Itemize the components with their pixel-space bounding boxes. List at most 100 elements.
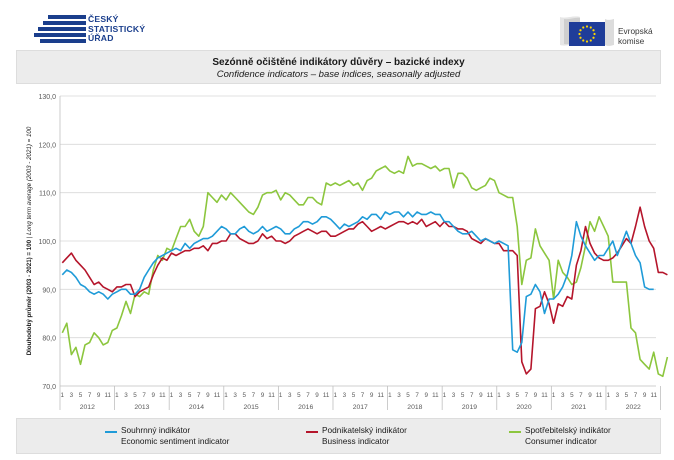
y-tick-label: 120,0 <box>38 142 56 149</box>
header: ČESKÝ STATISTICKÝ ÚŘAD Evropská komise <box>0 0 674 50</box>
x-month-tick-label: 11 <box>541 392 548 399</box>
x-month-tick-label: 3 <box>343 392 347 399</box>
legend-label-cci-en: Consumer indicator <box>525 435 597 446</box>
eu-star-icon <box>593 32 596 36</box>
x-month-tick-label: 3 <box>561 392 565 399</box>
x-month-tick-label: 7 <box>470 392 474 399</box>
chart-title: Sezónně očištěné indikátory důvěry – baz… <box>212 57 465 68</box>
x-month-tick-label: 9 <box>315 392 319 399</box>
eu-star-icon <box>579 29 582 32</box>
x-month-tick-label: 1 <box>115 392 119 399</box>
x-month-tick-label: 5 <box>243 392 247 399</box>
eu-star-icon <box>582 26 585 29</box>
x-month-tick-label: 7 <box>361 392 365 399</box>
y-tick-label: 130,0 <box>38 94 56 101</box>
y-axis-label: Dlouhodobý průměr (2003 - 2021) = 100 | … <box>26 126 33 355</box>
x-month-tick-label: 1 <box>333 392 337 399</box>
x-month-tick-label: 1 <box>61 392 65 399</box>
x-month-tick-label: 5 <box>297 392 301 399</box>
x-month-tick-label: 7 <box>252 392 256 399</box>
x-month-tick-label: 3 <box>179 392 183 399</box>
x-month-tick-label: 1 <box>224 392 228 399</box>
x-month-tick-label: 3 <box>233 392 237 399</box>
x-month-tick-label: 3 <box>506 392 510 399</box>
x-month-tick-label: 11 <box>432 392 439 399</box>
x-year-label: 2014 <box>189 404 204 411</box>
x-month-tick-label: 9 <box>152 392 156 399</box>
x-month-tick-label: 7 <box>634 392 638 399</box>
ec-logo: Evropská komise <box>558 13 668 47</box>
y-tick-label: 90,0 <box>42 287 56 294</box>
x-month-tick-label: 9 <box>261 392 265 399</box>
series-line-bci <box>61 206 668 375</box>
x-month-tick-label: 11 <box>104 392 111 399</box>
x-month-tick-label: 5 <box>570 392 574 399</box>
x-month-tick-label: 7 <box>415 392 419 399</box>
x-month-tick-label: 9 <box>370 392 374 399</box>
x-month-tick-label: 9 <box>534 392 538 399</box>
x-month-tick-label: 7 <box>142 392 146 399</box>
chart-title-box: Sezónně očištěné indikátory důvěry – baz… <box>16 50 661 84</box>
series-line-esi <box>61 211 654 354</box>
x-month-tick-label: 9 <box>97 392 101 399</box>
x-year-label: 2013 <box>134 404 149 411</box>
x-month-tick-label: 5 <box>133 392 137 399</box>
y-axis-label-en: Long term average (2003 - 2021) = 100 <box>26 126 33 235</box>
eu-star-icon <box>592 29 595 32</box>
x-year-label: 2016 <box>298 404 313 411</box>
x-month-tick-label: 7 <box>88 392 92 399</box>
y-tick-label: 110,0 <box>39 191 56 198</box>
x-month-tick-label: 5 <box>515 392 519 399</box>
y-axis-label-cz: Dlouhodobý průměr (2003 - 2021) = 100 <box>26 239 33 355</box>
legend-label-bci-cz: Podnikatelský indikátor <box>322 425 407 435</box>
y-tick-label: 70,0 <box>42 384 56 391</box>
x-month-tick-label: 11 <box>650 392 657 399</box>
legend-label-esi-en: Economic sentiment indicator <box>121 435 230 446</box>
x-month-tick-label: 7 <box>197 392 201 399</box>
x-month-tick-label: 5 <box>461 392 465 399</box>
x-month-tick-label: 5 <box>625 392 629 399</box>
x-month-tick-label: 5 <box>352 392 356 399</box>
chart-subtitle: Confidence indicators – base indices, se… <box>216 69 461 80</box>
x-month-tick-label: 11 <box>323 392 330 399</box>
ec-flag-icon <box>560 16 614 46</box>
chart-legend: Souhrnný indikátor Economic sentiment in… <box>16 418 661 454</box>
legend-label-cci-cz: Spotřebitelský indikátor <box>525 425 611 435</box>
x-month-tick-label: 3 <box>70 392 74 399</box>
y-axis-label-sep: | <box>26 235 33 240</box>
x-month-tick-label: 3 <box>616 392 620 399</box>
x-month-tick-label: 9 <box>643 392 647 399</box>
x-year-label: 2022 <box>626 404 641 411</box>
x-month-tick-label: 1 <box>606 392 610 399</box>
x-month-tick-label: 11 <box>268 392 275 399</box>
x-month-tick-label: 1 <box>497 392 501 399</box>
x-month-tick-label: 11 <box>487 392 494 399</box>
x-year-label: 2018 <box>407 404 422 411</box>
x-month-tick-label: 1 <box>279 392 283 399</box>
x-month-tick-label: 5 <box>188 392 192 399</box>
y-tick-label: 80,0 <box>42 336 56 343</box>
x-month-tick-label: 1 <box>443 392 447 399</box>
x-year-label: 2012 <box>80 404 95 411</box>
x-month-tick-label: 3 <box>452 392 456 399</box>
x-month-tick-label: 5 <box>79 392 83 399</box>
x-month-tick-label: 7 <box>525 392 529 399</box>
eu-star-icon <box>592 36 595 39</box>
x-year-label: 2020 <box>516 404 531 411</box>
ec-logo-text: Evropská komise <box>618 26 653 46</box>
x-year-label: 2021 <box>571 404 586 411</box>
x-month-tick-label: 7 <box>579 392 583 399</box>
eu-star-icon <box>585 25 589 28</box>
x-month-tick-label: 9 <box>588 392 592 399</box>
eu-star-icon <box>589 39 592 42</box>
eu-star-icon <box>589 26 592 29</box>
x-year-label: 2019 <box>462 404 477 411</box>
legend-label-esi-cz: Souhrnný indikátor <box>121 425 191 435</box>
legend-swatch-esi <box>105 431 117 433</box>
x-month-tick-label: 1 <box>552 392 556 399</box>
x-month-tick-label: 9 <box>479 392 483 399</box>
x-month-tick-label: 7 <box>306 392 310 399</box>
eu-star-icon <box>578 32 581 36</box>
czso-logo-mark <box>34 15 86 43</box>
x-month-tick-label: 9 <box>206 392 210 399</box>
